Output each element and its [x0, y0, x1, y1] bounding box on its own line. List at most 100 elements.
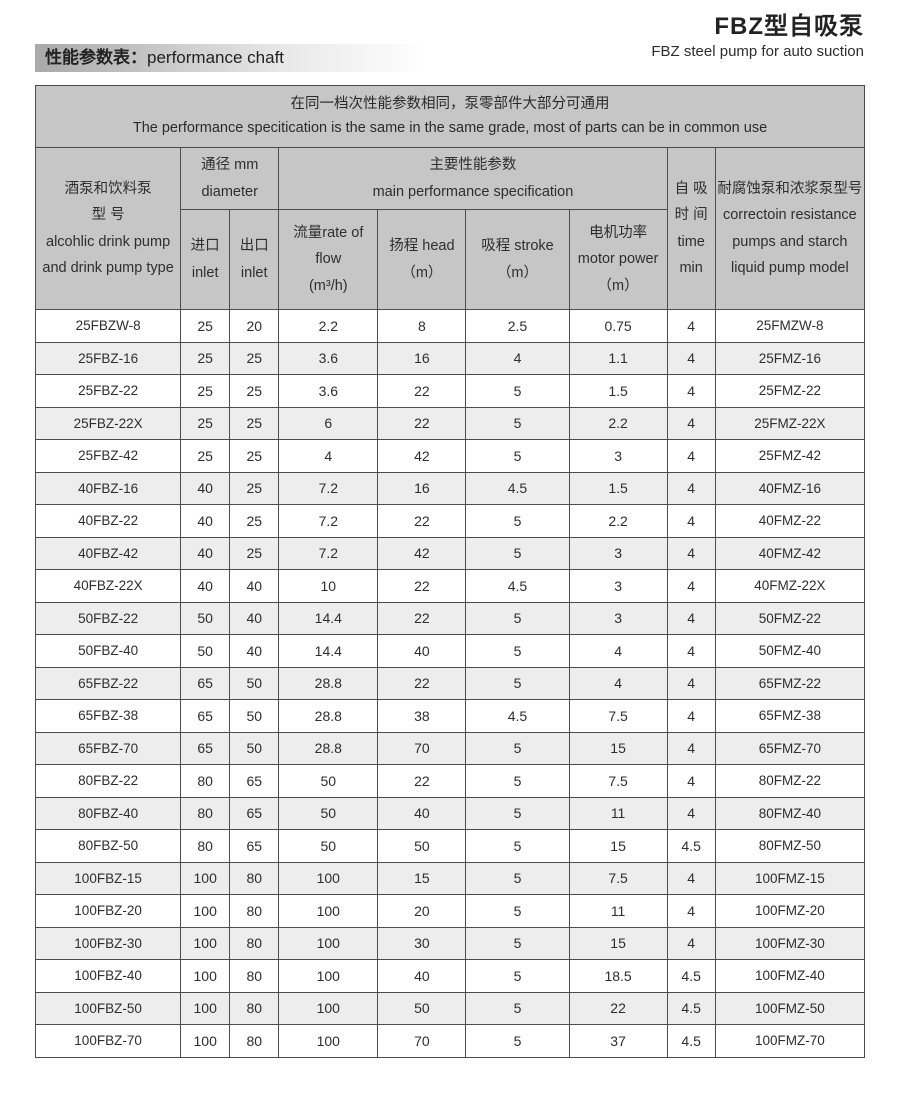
flow-cell: 3.6 [278, 341, 379, 375]
flow-cell: 14.4 [278, 601, 379, 635]
head-cell: 40 [377, 796, 467, 830]
fmz-model-cell: 25FMZ-22 [714, 374, 866, 408]
col-header-stroke: 吸程 stroke （m） [465, 209, 570, 310]
pump-model-cell: 25FBZ-22X [34, 406, 182, 440]
section-heading-en: performance chaft [147, 48, 285, 67]
outlet-cell: 25 [229, 406, 280, 440]
motor-power-cn: 电机功率 [589, 225, 648, 242]
time-cell: 4 [666, 406, 716, 440]
flow-cell: 100 [278, 894, 379, 928]
table-row: 80FBZ-40 80 65 50 40 5 11 4 80FMZ-40 [34, 796, 866, 830]
head-cell: 8 [377, 309, 467, 343]
pump-model-cell: 80FBZ-50 [34, 829, 182, 863]
power-cell: 3 [568, 601, 668, 635]
col-header-motor-power: 电机功率 motor power （m） [568, 209, 668, 310]
table-row: 40FBZ-42 40 25 7.2 42 5 3 4 40FMZ-42 [34, 536, 866, 570]
fmz-model-cell: 40FMZ-22 [714, 504, 866, 538]
power-cell: 7.5 [568, 699, 668, 733]
inlet-cell: 80 [180, 764, 231, 798]
page-subtitle: FBZ steel pump for auto suction [651, 43, 864, 60]
head-cell: 70 [377, 1024, 467, 1058]
pump-model-cell: 100FBZ-30 [34, 926, 182, 960]
pump-model-cn1: 酒泵和饮料泵 [64, 181, 152, 198]
pump-model-cell: 40FBZ-22X [34, 569, 182, 603]
flow-rate-unit: (m³/h) [308, 277, 348, 294]
outlet-cell: 65 [229, 796, 280, 830]
suction-time-cn1: 自 吸 [674, 181, 708, 198]
fmz-model-cell: 40FMZ-42 [714, 536, 866, 570]
stroke-cell: 5 [465, 894, 570, 928]
flow-rate-label: 流量rate of flow [293, 225, 364, 268]
time-cell: 4 [666, 764, 716, 798]
col-header-flow-rate: 流量rate of flow (m³/h) [278, 209, 379, 310]
flow-cell: 100 [278, 1024, 379, 1058]
power-cell: 1.1 [568, 341, 668, 375]
outlet-cell: 40 [229, 569, 280, 603]
fmz-model-en1: correctoin resistance [722, 207, 857, 224]
flow-cell: 2.2 [278, 309, 379, 343]
stroke-unit: （m） [496, 264, 539, 281]
inlet-cell: 100 [180, 959, 231, 993]
pump-model-cell: 25FBZ-16 [34, 341, 182, 375]
fmz-model-cell: 25FMZW-8 [714, 309, 866, 343]
table-row: 40FBZ-16 40 25 7.2 16 4.5 1.5 4 40FMZ-16 [34, 471, 866, 505]
power-cell: 1.5 [568, 471, 668, 505]
stroke-cell: 5 [465, 926, 570, 960]
outlet-cell: 80 [229, 894, 280, 928]
stroke-cell: 5 [465, 1024, 570, 1058]
power-cell: 15 [568, 829, 668, 863]
table-row: 100FBZ-20 100 80 100 20 5 11 4 100FMZ-20 [34, 894, 866, 928]
time-cell: 4 [666, 634, 716, 668]
col-header-outlet: 出口 inlet [229, 209, 280, 310]
fmz-model-cell: 25FMZ-42 [714, 439, 866, 473]
fmz-model-cell: 50FMZ-22 [714, 601, 866, 635]
pump-model-cell: 25FBZW-8 [34, 309, 182, 343]
table-row: 25FBZW-8 25 20 2.2 8 2.5 0.75 4 25FMZW-8 [34, 309, 866, 343]
inlet-cell: 25 [180, 341, 231, 375]
fmz-model-en3: liquid pump model [731, 259, 849, 276]
diameter-cn: 通径 mm [201, 157, 259, 174]
table-row: 25FBZ-42 25 25 4 42 5 3 4 25FMZ-42 [34, 439, 866, 473]
table-row: 50FBZ-40 50 40 14.4 40 5 4 4 50FMZ-40 [34, 634, 866, 668]
flow-cell: 7.2 [278, 536, 379, 570]
time-cell: 4 [666, 861, 716, 895]
inlet-cell: 25 [180, 406, 231, 440]
inlet-cell: 40 [180, 504, 231, 538]
flow-cell: 50 [278, 829, 379, 863]
head-cell: 16 [377, 341, 467, 375]
head-label: 扬程 head [389, 238, 455, 255]
flow-cell: 28.8 [278, 666, 379, 700]
head-cell: 30 [377, 926, 467, 960]
inlet-cn: 进口 [190, 238, 220, 255]
time-cell: 4 [666, 341, 716, 375]
inlet-cell: 40 [180, 471, 231, 505]
head-cell: 50 [377, 829, 467, 863]
flow-cell: 100 [278, 991, 379, 1025]
inlet-cell: 100 [180, 1024, 231, 1058]
inlet-cell: 100 [180, 926, 231, 960]
pump-model-cell: 100FBZ-15 [34, 861, 182, 895]
suction-time-cn2: 时 间 [674, 207, 708, 224]
power-cell: 15 [568, 731, 668, 765]
table-row: 40FBZ-22 40 25 7.2 22 5 2.2 4 40FMZ-22 [34, 504, 866, 538]
col-header-main-performance: 主要性能参数 main performance specification [278, 147, 668, 210]
table-row: 25FBZ-22 25 25 3.6 22 5 1.5 4 25FMZ-22 [34, 374, 866, 408]
outlet-cell: 80 [229, 861, 280, 895]
table-note-en: The performance specitication is the sam… [132, 119, 768, 136]
table-row: 100FBZ-50 100 80 100 50 5 22 4.5 100FMZ-… [34, 991, 866, 1025]
stroke-cell: 5 [465, 731, 570, 765]
time-cell: 4 [666, 569, 716, 603]
time-cell: 4 [666, 731, 716, 765]
table-body: 25FBZW-8 25 20 2.2 8 2.5 0.75 4 25FMZW-8… [34, 309, 866, 1058]
head-cell: 40 [377, 634, 467, 668]
pump-model-cell: 40FBZ-22 [34, 504, 182, 538]
outlet-cell: 80 [229, 1024, 280, 1058]
fmz-model-cell: 65FMZ-22 [714, 666, 866, 700]
time-cell: 4 [666, 471, 716, 505]
outlet-en: inlet [240, 264, 268, 281]
outlet-cell: 80 [229, 959, 280, 993]
power-cell: 18.5 [568, 959, 668, 993]
stroke-cell: 5 [465, 536, 570, 570]
inlet-cell: 50 [180, 601, 231, 635]
